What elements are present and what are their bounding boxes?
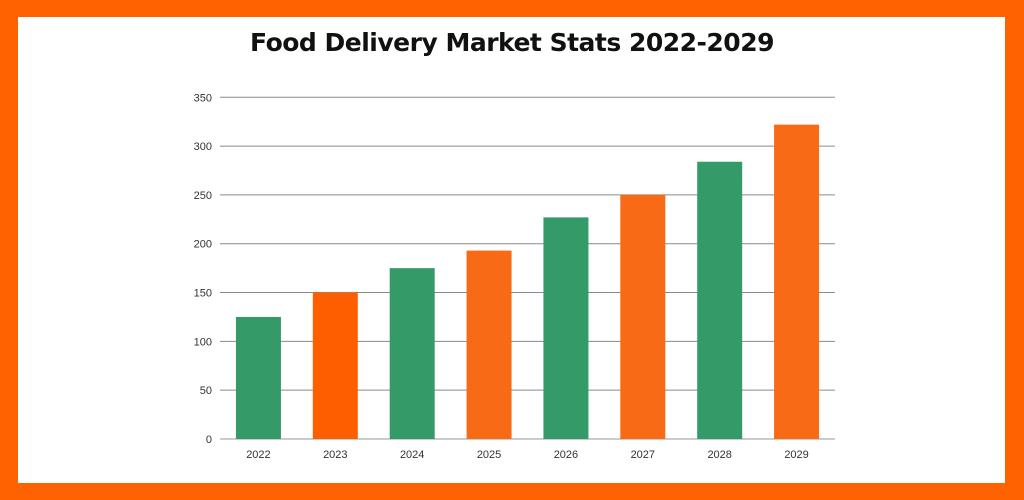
y-tick-label: 100 [194, 336, 212, 348]
y-tick-label: 250 [194, 190, 212, 202]
y-tick-label: 300 [194, 141, 212, 153]
bar-2027 [620, 194, 666, 439]
bar-2028 [697, 161, 743, 439]
bar-2029 [774, 124, 820, 440]
bar-2025 [466, 250, 512, 439]
x-tick-label: 2025 [477, 449, 501, 461]
y-tick-label: 200 [194, 239, 212, 251]
y-tick-label: 0 [206, 434, 212, 446]
bar-2026 [543, 217, 589, 439]
x-tick-label: 2029 [784, 449, 808, 461]
x-tick-label: 2024 [400, 449, 424, 461]
x-tick-label: 2027 [631, 449, 655, 461]
x-tick-label: 2026 [554, 449, 578, 461]
bar-2024 [389, 268, 435, 439]
bar-2022 [235, 316, 281, 439]
chart-title: Food Delivery Market Stats 2022-2029 [250, 28, 774, 57]
bar-2023 [312, 292, 358, 439]
y-tick-label: 50 [200, 385, 212, 397]
y-tick-label: 150 [194, 288, 212, 300]
x-tick-label: 2023 [323, 449, 347, 461]
y-tick-label: 350 [194, 92, 212, 104]
x-tick-label: 2022 [246, 449, 270, 461]
x-tick-label: 2028 [707, 449, 731, 461]
